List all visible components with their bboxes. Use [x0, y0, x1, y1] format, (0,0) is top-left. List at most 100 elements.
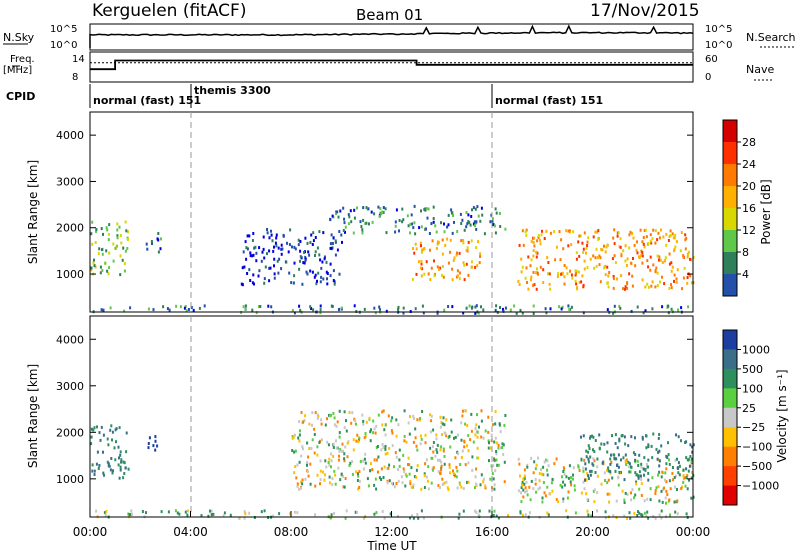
velocity-echo-cell	[307, 470, 309, 473]
velocity-echo-cell	[334, 473, 337, 477]
velocity-echo-cell	[319, 482, 321, 486]
velocity-echo-cell	[677, 461, 680, 465]
velocity-echo-cell	[645, 434, 648, 438]
velocity-echo-cell	[338, 409, 341, 413]
velocity-echo-cell	[631, 488, 634, 492]
velocity-echo-cell	[320, 438, 323, 442]
power-echo-cell	[297, 243, 300, 247]
power-echo-cell	[620, 274, 623, 278]
power-echo-cell	[363, 307, 366, 311]
power-echo-cell	[571, 276, 574, 280]
velocity-echo-cell	[651, 456, 654, 460]
velocity-echo-cell	[357, 440, 360, 443]
velocity-echo-cell	[637, 464, 640, 467]
velocity-echo-cell	[382, 409, 385, 413]
velocity-echo-cell	[342, 485, 345, 489]
power-echo-cell	[547, 272, 549, 276]
colorbar-tick-label: 8	[742, 246, 749, 259]
velocity-echo-cell	[534, 467, 537, 471]
velocity-echo-cell	[371, 468, 374, 472]
power-echo-cell	[314, 254, 316, 257]
velocity-echo-cell	[600, 442, 603, 446]
power-echo-cell	[377, 205, 380, 209]
velocity-echo-cell	[301, 445, 304, 449]
power-echo-cell	[474, 311, 477, 315]
colorbar-frame	[722, 329, 738, 506]
power-echo-cell	[619, 306, 622, 310]
power-echo-cell	[549, 287, 552, 291]
power-echo-cell	[299, 259, 301, 263]
velocity-echo-cell	[332, 454, 335, 458]
velocity-echo-cell	[102, 450, 104, 454]
power-echo-cell	[598, 263, 601, 267]
velocity-echo-cell	[377, 413, 380, 417]
power-echo-cell	[94, 241, 97, 244]
power-echo-cell	[415, 247, 418, 251]
velocity-echo-cell	[408, 432, 411, 436]
velocity-echo-cell	[445, 418, 448, 422]
velocity-echo-cell	[397, 514, 399, 518]
velocity-echo-cell	[114, 428, 117, 432]
power-echo-cell	[620, 254, 623, 258]
power-echo-cell	[520, 257, 523, 261]
power-echo-cell	[352, 231, 355, 235]
velocity-echo-cell	[586, 497, 589, 501]
velocity-echo-cell	[248, 511, 251, 515]
velocity-echo-cell	[386, 451, 389, 455]
velocity-echo-cell	[361, 413, 364, 417]
colorbar-segment	[723, 368, 737, 389]
velocity-echo-cell	[582, 434, 585, 438]
power-echo-cell	[682, 254, 685, 258]
power-echo-cell	[676, 268, 679, 272]
velocity-echo-cell	[115, 440, 117, 444]
velocity-echo-cell	[604, 516, 607, 520]
power-echo-cell	[261, 250, 264, 254]
power-echo-cell	[319, 311, 322, 315]
velocity-echo-cell	[692, 495, 695, 499]
velocity-echo-cell	[590, 469, 593, 473]
power-echo-cell	[533, 236, 536, 240]
cpid-panel: CPID normal (fast) 151 themis 3300 norma…	[6, 84, 603, 108]
velocity-echo-cell	[368, 416, 371, 420]
velocity-echo-cell	[443, 423, 446, 427]
power-echo-cell	[613, 242, 616, 246]
velocity-echo-cell	[627, 465, 630, 469]
power-echo-cell	[361, 231, 364, 235]
velocity-echo-cell	[378, 476, 381, 480]
power-echo-cell	[624, 244, 627, 248]
velocity-echo-cell	[301, 447, 304, 451]
velocity-echo-cell	[596, 491, 599, 495]
velocity-echo-cell	[331, 483, 334, 487]
power-echo-cell	[280, 243, 283, 247]
power-echo-cell	[549, 231, 552, 235]
power-echo-cell	[441, 238, 444, 242]
velocity-echo-cell	[484, 484, 487, 488]
velocity-echo-cell	[635, 482, 638, 486]
power-echo-cell	[577, 240, 580, 244]
velocity-echo-cell	[604, 479, 607, 482]
power-echo-cell	[478, 261, 481, 265]
power-echo-cell	[644, 285, 647, 289]
velocity-echo-cell	[325, 465, 328, 469]
velocity-echo-cell	[563, 483, 566, 487]
velocity-echo-cell	[573, 484, 576, 488]
power-echo-cell	[314, 273, 317, 277]
velocity-echo-cell	[301, 482, 304, 486]
power-echo-cell	[643, 229, 646, 232]
velocity-echo-cell	[442, 449, 445, 453]
velocity-echo-cell	[637, 476, 640, 480]
velocity-echo-cell	[551, 477, 554, 481]
velocity-echo-cell	[113, 446, 116, 450]
velocity-echo-cell	[366, 477, 369, 481]
velocity-echo-cell	[380, 448, 383, 452]
velocity-echo-cell	[109, 468, 112, 472]
colorbar-segment	[723, 142, 737, 165]
velocity-echo-cell	[493, 509, 496, 513]
power-echo-cell	[451, 278, 454, 282]
power-echo-cell	[245, 257, 248, 261]
velocity-echo-cell	[354, 419, 357, 423]
velocity-echo-cell	[210, 513, 213, 516]
velocity-echo-cell	[398, 464, 401, 468]
velocity-echo-cell	[92, 428, 95, 432]
power-echo-cell	[479, 252, 482, 256]
